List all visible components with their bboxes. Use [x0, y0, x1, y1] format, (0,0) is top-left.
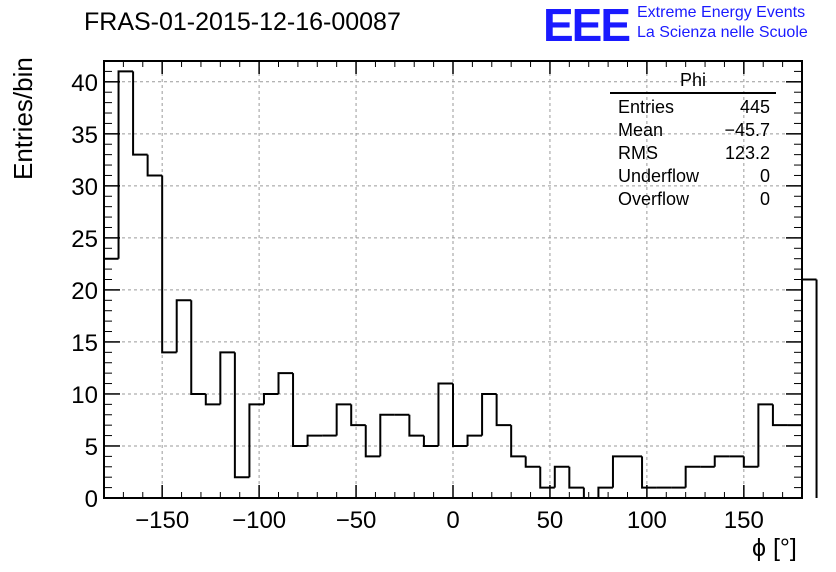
tick-labels: −150 −100 −50 0 50 100 150 0 5 10 15 20 25 30 35 40	[71, 70, 764, 534]
logo-subtitle-1: Extreme Energy Events	[637, 4, 806, 21]
stats-value: 0	[759, 166, 770, 186]
histogram-bin	[350, 404, 366, 427]
histogram-bin	[641, 456, 657, 489]
histogram-bin	[175, 299, 192, 353]
stats-row-entries: Entries 445	[610, 96, 776, 119]
y-tick-label: 0	[85, 486, 98, 513]
histogram-bin	[452, 383, 468, 447]
histogram-bin	[771, 404, 788, 427]
histogram-bin	[233, 352, 250, 479]
y-tick-label: 25	[71, 226, 98, 253]
x-axis-label: ϕ [°]	[752, 534, 797, 562]
logo-subtitle-2: La Scienza nelle Scuole	[637, 24, 808, 41]
stats-row-rms: RMS 123.2	[610, 142, 776, 165]
y-tick-label: 40	[71, 70, 98, 97]
stats-title: Phi	[610, 70, 776, 94]
histogram-bin	[248, 403, 264, 478]
histogram-bin	[277, 372, 294, 394]
histogram-bin	[684, 465, 701, 488]
histogram-bin	[582, 487, 599, 499]
plot-frame	[103, 60, 803, 499]
histogram-bin	[219, 351, 235, 405]
y-tick-label: 15	[71, 330, 98, 357]
histogram-bin	[364, 425, 381, 458]
histogram-bin	[611, 455, 628, 488]
stats-value: 0	[759, 189, 770, 209]
y-axis-label: Entries/bin	[8, 57, 38, 180]
histogram-bin	[262, 392, 279, 405]
histogram-bin	[524, 456, 541, 468]
stats-row-underflow: Underflow 0	[610, 165, 776, 188]
histogram-bin	[742, 456, 759, 468]
stats-value: −45.7	[724, 120, 770, 140]
stats-box: Phi Entries 445 Mean −45.7 RMS 123.2 Und…	[610, 70, 776, 211]
histogram-bin	[466, 434, 483, 446]
histogram-bin	[103, 257, 119, 498]
y-tick-label: 30	[71, 174, 98, 201]
histogram-bin	[495, 393, 512, 427]
x-tick-label: 50	[537, 507, 564, 534]
histogram-bin	[437, 382, 453, 446]
stats-row-overflow: Overflow 0	[610, 188, 776, 211]
stats-label: Underflow	[618, 166, 700, 186]
x-tick-label: 100	[627, 507, 667, 534]
stats-label: RMS	[618, 143, 658, 163]
histogram-bin	[539, 466, 555, 489]
histogram-bin	[132, 71, 148, 156]
histogram-bin	[597, 486, 613, 498]
histogram-bin	[146, 154, 163, 177]
histogram-bin	[379, 413, 395, 457]
histogram-bin	[204, 393, 221, 406]
stats-label: Overflow	[618, 189, 690, 209]
y-tick-label: 10	[71, 382, 98, 409]
histogram-bin	[190, 300, 206, 395]
chart-title: FRAS-01-2015-12-16-00087	[84, 8, 401, 36]
y-tick-label: 35	[71, 122, 98, 149]
histogram-bin	[306, 434, 323, 446]
histogram-bin	[408, 414, 424, 437]
stats-value: 123.2	[724, 143, 770, 163]
histogram-bin	[292, 373, 308, 447]
y-tick-label: 5	[85, 434, 98, 461]
x-tick-label: 150	[724, 507, 764, 534]
histogram-bin	[335, 403, 352, 436]
histogram-bin	[422, 435, 439, 447]
x-tick-label: 0	[446, 507, 459, 534]
eee-logo: EEE	[543, 0, 631, 51]
histogram-bin	[757, 403, 773, 467]
stats-label: Mean	[618, 120, 664, 140]
stats-value: 445	[739, 97, 770, 117]
histogram-bin	[568, 466, 584, 489]
axis-ticks	[104, 61, 802, 499]
histogram-bin	[161, 175, 177, 354]
histogram-bin	[553, 465, 570, 488]
histogram-bin	[713, 455, 730, 467]
histogram-bin	[801, 278, 817, 426]
y-tick-label: 20	[71, 278, 98, 305]
histogram-bin	[481, 392, 497, 436]
x-tick-label: −100	[232, 507, 286, 534]
histogram-bin	[510, 425, 526, 458]
histogram-bin	[117, 70, 134, 259]
x-tick-label: −50	[336, 507, 377, 534]
stats-label: Entries	[618, 97, 675, 117]
x-tick-label: −150	[135, 507, 189, 534]
stats-row-mean: Mean −45.7	[610, 119, 776, 142]
